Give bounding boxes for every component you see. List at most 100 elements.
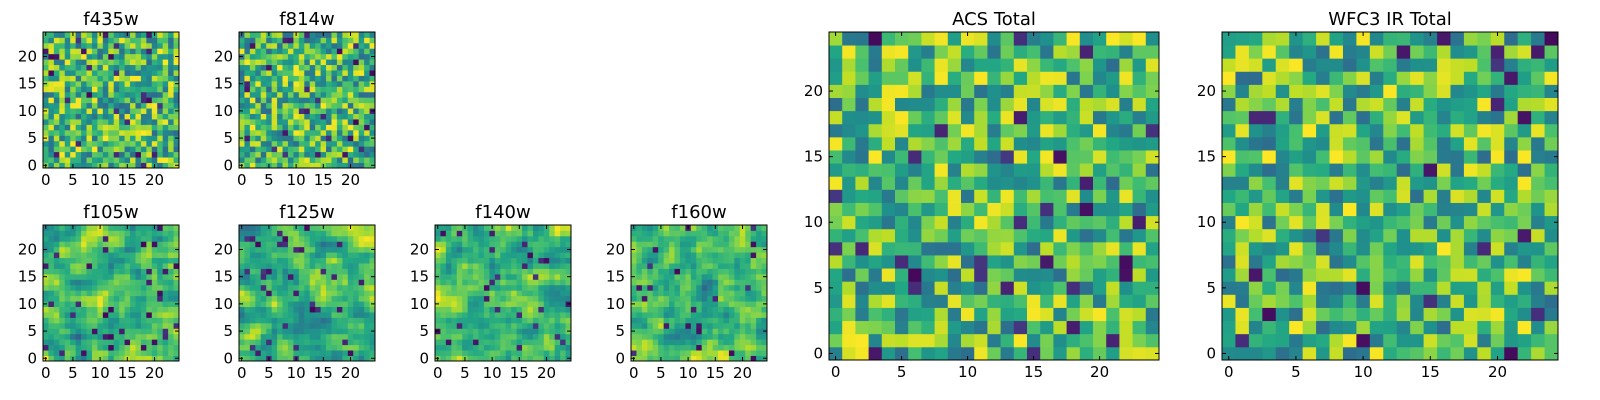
heatmap-cell bbox=[287, 235, 294, 242]
heatmap-cell bbox=[679, 257, 686, 264]
heatmap-cell bbox=[987, 307, 1001, 322]
heatmap-cell bbox=[304, 162, 311, 169]
heatmap-cell bbox=[1093, 32, 1107, 46]
heatmap-cell bbox=[1410, 110, 1424, 125]
heatmap-cell bbox=[532, 263, 539, 269]
heatmap-cell bbox=[500, 246, 507, 253]
heatmap-cell bbox=[326, 268, 332, 275]
heatmap-cell bbox=[1342, 176, 1357, 190]
heatmap-cell bbox=[505, 225, 512, 231]
heatmap-cell bbox=[1504, 97, 1519, 112]
heatmap-cell bbox=[271, 230, 278, 237]
heatmap-cell bbox=[86, 146, 93, 153]
heatmap-cell bbox=[266, 48, 273, 55]
heatmap-cell bbox=[739, 273, 746, 280]
heatmap-cell bbox=[1342, 136, 1357, 151]
heatmap-cell bbox=[652, 246, 659, 253]
heatmap-cell bbox=[516, 241, 523, 248]
heatmap-cell bbox=[549, 333, 556, 340]
heatmap-cell bbox=[451, 290, 458, 297]
heatmap-cell bbox=[1132, 255, 1147, 269]
heatmap-cell bbox=[130, 75, 136, 82]
heatmap-cell bbox=[451, 257, 458, 264]
heatmap-cell bbox=[451, 230, 458, 237]
heatmap-cell bbox=[244, 312, 251, 318]
heatmap-cell bbox=[91, 333, 98, 340]
heatmap-cell bbox=[124, 246, 131, 253]
heatmap-cell bbox=[157, 157, 164, 163]
heatmap-cell bbox=[86, 42, 93, 49]
heatmap-cell bbox=[298, 279, 305, 286]
heatmap-cell bbox=[135, 70, 142, 76]
heatmap-cell bbox=[81, 157, 87, 163]
heatmap-cell bbox=[750, 284, 757, 291]
heatmap-cell bbox=[554, 284, 561, 291]
heatmap-cell bbox=[974, 84, 988, 98]
heatmap-cell bbox=[1410, 281, 1424, 295]
heatmap-cell bbox=[239, 157, 245, 163]
heatmap-cell bbox=[663, 279, 670, 286]
heatmap-cell bbox=[921, 150, 935, 164]
heatmap-cell bbox=[712, 322, 719, 329]
heatmap-cell bbox=[347, 344, 354, 351]
heatmap-cell bbox=[1235, 346, 1250, 361]
heatmap-cell bbox=[70, 59, 77, 66]
heatmap-cell bbox=[135, 344, 142, 351]
heatmap-cell bbox=[1119, 58, 1133, 72]
heatmap-cell bbox=[255, 70, 262, 76]
heatmap-cell bbox=[309, 64, 316, 71]
heatmap-cell bbox=[1396, 228, 1411, 243]
heatmap-cell bbox=[1383, 215, 1398, 230]
heatmap-cell bbox=[947, 45, 962, 59]
heatmap-cell bbox=[522, 350, 528, 356]
heatmap-cell bbox=[277, 129, 283, 136]
heatmap-cell bbox=[565, 241, 572, 248]
heatmap-cell bbox=[527, 225, 534, 231]
heatmap-cell bbox=[1262, 228, 1277, 243]
heatmap-cell bbox=[315, 162, 321, 169]
heatmap-cell bbox=[113, 97, 120, 104]
heatmap-cell bbox=[728, 339, 735, 346]
heatmap-cell bbox=[560, 344, 566, 351]
heatmap-cell bbox=[64, 230, 71, 237]
heatmap-cell bbox=[48, 157, 55, 163]
heatmap-cell bbox=[282, 53, 289, 60]
heatmap-cell bbox=[331, 86, 338, 93]
heatmap-cell bbox=[761, 257, 768, 264]
heatmap-cell bbox=[1132, 307, 1147, 322]
heatmap-cell bbox=[868, 45, 883, 59]
heatmap-cell bbox=[1013, 176, 1028, 190]
heatmap-cell bbox=[1329, 294, 1344, 308]
heatmap-cell bbox=[304, 268, 311, 275]
heatmap-cell bbox=[718, 279, 724, 286]
heatmap-cell bbox=[86, 273, 93, 280]
heatmap-cell bbox=[1329, 150, 1344, 164]
heatmap-cell bbox=[1262, 136, 1277, 151]
heatmap-cell bbox=[1235, 202, 1250, 217]
heatmap-cell bbox=[1053, 320, 1067, 335]
heatmap-cell bbox=[173, 284, 180, 291]
heatmap-cell bbox=[1329, 84, 1344, 98]
x-tick-label: 20 bbox=[341, 171, 360, 189]
heatmap-cell bbox=[320, 273, 327, 280]
heatmap-cell bbox=[974, 150, 988, 164]
heatmap-cell bbox=[1329, 189, 1344, 203]
heatmap-cell bbox=[244, 284, 251, 291]
heatmap-cell bbox=[260, 70, 267, 76]
heatmap-cell bbox=[309, 157, 316, 163]
heatmap-cell bbox=[445, 279, 452, 286]
heatmap-cell bbox=[326, 37, 332, 44]
heatmap-cell bbox=[81, 129, 87, 136]
heatmap-cell bbox=[1531, 255, 1545, 269]
heatmap-cell bbox=[723, 263, 730, 269]
heatmap-cell bbox=[309, 284, 316, 291]
heatmap-cell bbox=[48, 146, 55, 153]
heatmap-cell bbox=[895, 281, 909, 295]
heatmap-cell bbox=[293, 37, 300, 44]
heatmap-cell bbox=[761, 252, 768, 259]
heatmap-cell bbox=[353, 97, 360, 104]
heatmap-cell bbox=[1289, 150, 1304, 164]
heatmap-cell bbox=[974, 110, 988, 125]
